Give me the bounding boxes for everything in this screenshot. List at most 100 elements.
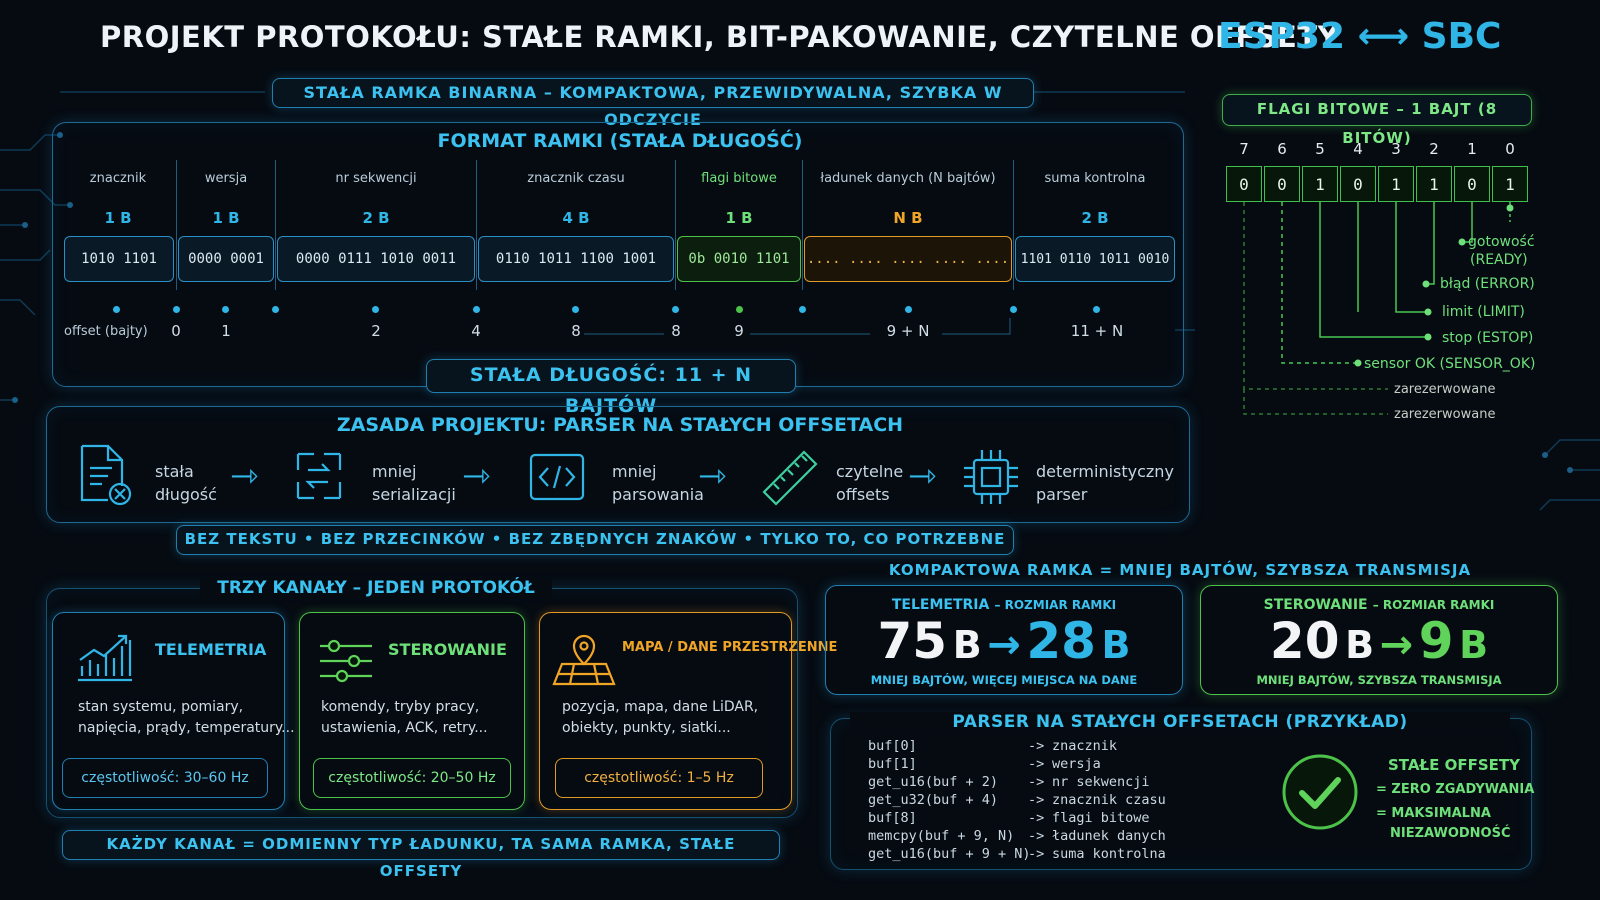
step-fixed-length: stała długość — [155, 460, 217, 506]
document-icon — [80, 444, 132, 506]
desc-line: komendy, tryby pracy, — [321, 699, 480, 715]
bit-index: 1 — [1467, 140, 1477, 158]
compact-control-sub: – ROZMIAR RAMKI — [1372, 598, 1495, 612]
field-name-checksum: suma kontrolna — [1044, 171, 1146, 186]
offset-value: 1 — [221, 322, 231, 340]
compact-telemetry-header: TELEMETRIA – ROZMIAR RAMKI — [825, 594, 1183, 613]
bit-index: 0 — [1505, 140, 1515, 158]
top-banner: STAŁA RAMKA BINARNA – KOMPAKTOWA, PRZEWI… — [272, 78, 1034, 129]
offset-dot — [173, 306, 180, 313]
bit-label-limit: limit (LIMIT) — [1442, 304, 1525, 320]
parser-field-name: znacznik czasu — [1052, 792, 1166, 808]
offset-value: 9 + N — [886, 322, 930, 340]
parser-code-line: get_u32(buf + 4) — [868, 792, 999, 808]
flags-title-badge: FLAGI BITOWE – 1 BAJT (8 BITÓW) — [1222, 94, 1532, 147]
offset-dot — [222, 306, 229, 313]
channel-control-freq: częstotliwość: 20–50 Hz — [313, 758, 511, 798]
field-separator — [275, 160, 276, 290]
parser-field-name: nr sekwencji — [1052, 774, 1150, 790]
principle-panel — [46, 406, 1190, 523]
compact-control-header: STEROWANIE – ROZMIAR RAMKI — [1200, 594, 1558, 613]
ruler-icon — [762, 450, 818, 506]
offset-value: 11 + N — [1070, 322, 1124, 340]
compact-telemetry-note: MNIEJ BAJTÓW, WIĘCEJ MIEJSCA NA DANE — [870, 673, 1138, 687]
compact-control-note: MNIEJ BAJTÓW, SZYBSZA TRANSMISJA — [1256, 673, 1502, 687]
field-name-version: wersja — [204, 171, 248, 186]
field-separator — [675, 160, 676, 290]
step-label: długość — [155, 485, 217, 504]
step-label: stała — [155, 462, 194, 481]
parser-code-line: get_u16(buf + 2) — [868, 774, 999, 790]
bit-cell: 0 — [1264, 166, 1300, 202]
flags-title-text: FLAGI BITOWE – 1 BAJT (8 BITÓW) — [1256, 100, 1498, 147]
channel-control-desc: komendy, tryby pracy, ustawienia, ACK, r… — [321, 697, 488, 739]
field-value-version: 0000 0001 — [178, 236, 274, 282]
offset-dot — [372, 306, 379, 313]
field-value-sequence: 0000 0111 1010 0011 — [277, 236, 475, 282]
control-size-after: 9 — [1418, 612, 1454, 670]
field-size-checksum: 2 B — [1081, 209, 1109, 227]
offset-dot — [672, 306, 679, 313]
offset-dot — [113, 306, 120, 313]
checkmark-icon — [1282, 754, 1358, 830]
step-label: offsets — [836, 485, 890, 504]
compact-telemetry-label: TELEMETRIA — [891, 597, 990, 613]
offset-dot — [1010, 306, 1017, 313]
code-icon — [529, 453, 585, 501]
telemetry-unit-after: B — [1101, 623, 1131, 667]
channel-telemetry — [52, 612, 285, 810]
compact-telemetry-sizes: 75 B → 28 B — [825, 612, 1183, 670]
telemetry-size-after: 28 — [1026, 612, 1096, 670]
offset-dot — [272, 306, 279, 313]
parser-field-name: ładunek danych — [1052, 828, 1166, 844]
bit-label-sensor-ok: sensor OK (SENSOR_OK) — [1364, 356, 1536, 372]
parser-code-line: buf[0] — [868, 738, 917, 754]
principle-banner: BEZ TEKSTU • BEZ PRZECINKÓW • BEZ ZBĘDNY… — [176, 525, 1014, 555]
field-size-timestamp: 4 B — [562, 209, 590, 227]
parser-field-name: wersja — [1052, 756, 1101, 772]
frame-format-title: FORMAT RAMKI (STAŁA DŁUGOŚĆ) — [437, 130, 803, 152]
arrow-right-icon: ⇾ — [698, 456, 727, 496]
principle-title: ZASADA PROJEKTU: PARSER NA STAŁYCH OFFSE… — [336, 414, 904, 436]
step-label: mniej — [372, 462, 417, 481]
chip-icon — [964, 450, 1018, 504]
parser-arrow: -> — [1028, 828, 1045, 844]
step-label: serializacji — [372, 485, 456, 504]
arrow-right-icon: ⇾ — [462, 456, 491, 496]
step-less-serialization: mniej serializacji — [372, 460, 456, 506]
compact-telemetry-card — [825, 585, 1183, 695]
parser-code-line: buf[8] — [868, 810, 917, 826]
field-value-flags: 0b 0010 1101 — [677, 236, 801, 282]
bit-leader-lines — [1243, 202, 1514, 415]
parser-badge-title: STAŁE OFFSETY — [1388, 756, 1520, 774]
compact-control-card — [1200, 585, 1558, 695]
parser-field-name: suma kontrolna — [1052, 846, 1166, 862]
parser-code-line: get_u16(buf + 9 + N) — [868, 846, 1031, 862]
parser-arrow: -> — [1028, 738, 1045, 754]
offset-brackets — [584, 318, 1011, 335]
bit-cell: 0 — [1340, 166, 1376, 202]
parser-code-line: buf[1] — [868, 756, 917, 772]
channel-control-title: STEROWANIE — [388, 640, 507, 659]
offset-value: 9 — [734, 322, 744, 340]
desc-line: napięcia, prądy, temperatury... — [78, 720, 295, 736]
channels-title: TRZY KANAŁY – JEDEN PROTOKÓŁ — [200, 578, 552, 598]
control-unit-before: B — [1345, 623, 1375, 667]
arrow-right-icon: ⇾ — [908, 456, 937, 496]
step-label: czytelne — [836, 462, 904, 481]
bit-label-ready: gotowość — [1468, 234, 1535, 250]
parser-field-name: znacznik — [1052, 738, 1118, 754]
field-separator — [1013, 160, 1014, 290]
field-value-marker: 1010 1101 — [64, 236, 174, 282]
bit-index: 5 — [1315, 140, 1325, 158]
parser-title: PARSER NA STAŁYCH OFFSETACH (PRZYKŁAD) — [850, 712, 1510, 732]
step-readable-offsets: czytelne offsets — [836, 460, 903, 506]
page-title: PROJEKT PROTOKOŁU: STAŁE RAMKI, BIT-PAKO… — [100, 20, 1340, 54]
transform-icon — [296, 452, 342, 500]
field-size-sequence: 2 B — [362, 209, 390, 227]
channel-map-freq: częstotliwość: 1–5 Hz — [555, 758, 763, 798]
bit-cell: 1 — [1416, 166, 1452, 202]
compact-title: KOMPAKTOWA RAMKA = MNIEJ BAJTÓW, SZYBSZA… — [888, 561, 1472, 579]
compact-control-sizes: 20 B → 9 B — [1200, 612, 1558, 670]
offset-value: 4 — [471, 322, 481, 340]
